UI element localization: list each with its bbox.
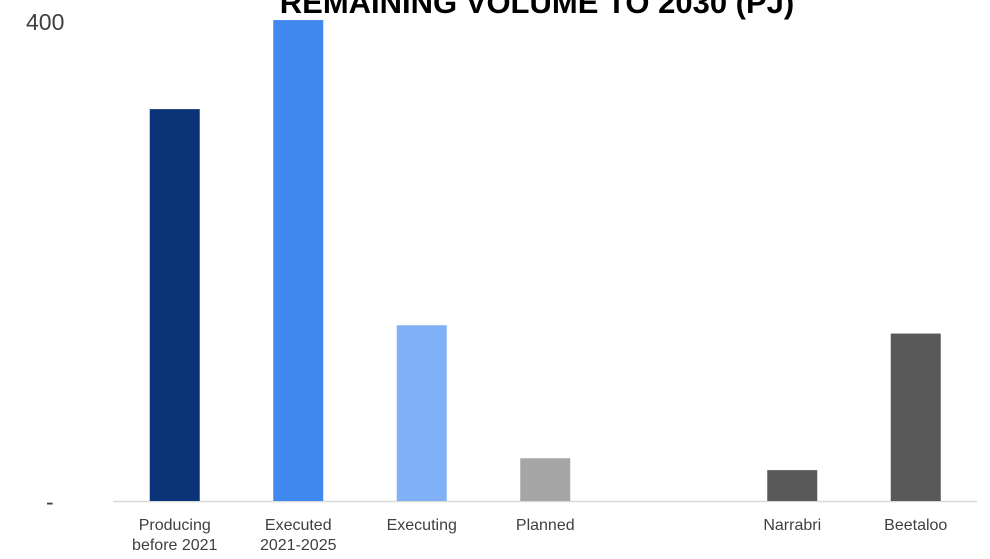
x-tick-label: Executed 2021-2025 — [260, 517, 337, 554]
y-tick-label-zero: - — [46, 489, 54, 515]
bars-group — [149, 20, 941, 501]
x-tick-labels: Producing before 2021 Executed 2021-2025 Exe… — [132, 517, 947, 554]
x-tick-label: Beetaloo — [884, 517, 947, 534]
chart-title: REMAINING VOLUME TO 2030 (PJ) — [280, 0, 794, 20]
x-tick-label: Planned — [516, 517, 575, 534]
bar-executed — [273, 20, 324, 501]
y-tick-label-max: 400 — [26, 9, 64, 35]
bar-narrabri — [767, 470, 818, 501]
bar-producing — [149, 109, 200, 501]
bar-planned — [520, 458, 571, 501]
x-tick-label: Executing — [387, 517, 457, 534]
x-tick-label: Producing before 2021 — [132, 517, 218, 554]
x-tick-label: Narrabri — [763, 517, 821, 534]
bar-executing — [396, 325, 447, 501]
bar-beetaloo — [890, 333, 941, 501]
